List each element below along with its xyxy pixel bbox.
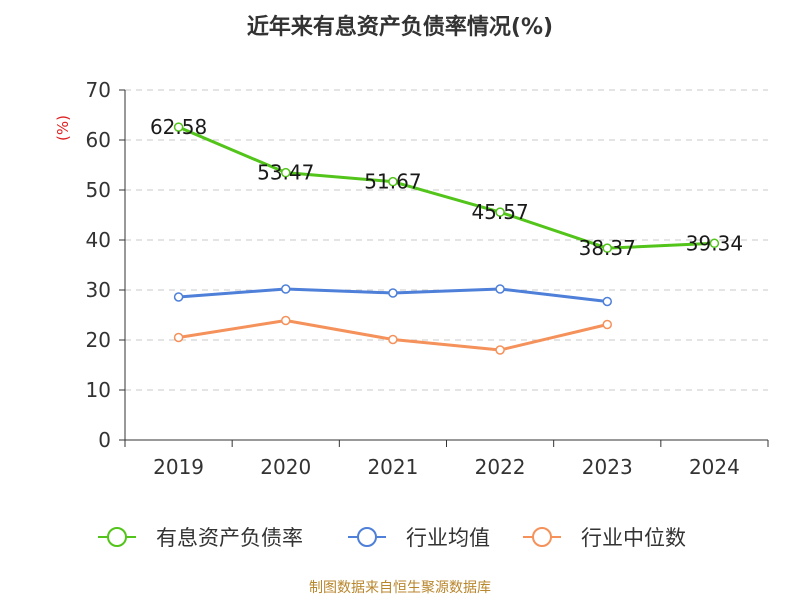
y-tick-label: 20 bbox=[86, 328, 111, 352]
y-tick-label: 30 bbox=[86, 278, 111, 302]
y-tick-label: 0 bbox=[98, 428, 111, 452]
series-line bbox=[177, 125, 715, 250]
legend-item[interactable]: 有息资产负债率 bbox=[98, 526, 303, 550]
y-tick-label: 50 bbox=[86, 178, 111, 202]
source-note: 制图数据来自恒生聚源数据库 bbox=[309, 580, 491, 596]
x-tick-label: 2024 bbox=[689, 455, 740, 479]
data-point[interactable] bbox=[495, 284, 505, 294]
legend-marker-icon bbox=[107, 527, 127, 547]
data-point[interactable] bbox=[281, 167, 291, 178]
x-tick-label: 2021 bbox=[367, 455, 418, 479]
series-lines bbox=[173, 122, 720, 355]
x-tick-label: 2022 bbox=[475, 455, 526, 479]
y-tick-label: 60 bbox=[86, 128, 111, 152]
data-point[interactable] bbox=[709, 238, 720, 249]
data-point[interactable] bbox=[173, 292, 184, 302]
y-tick-label: 70 bbox=[86, 78, 111, 102]
data-label: 45.57 bbox=[471, 200, 528, 224]
data-point[interactable] bbox=[495, 207, 505, 217]
legend-marker-icon bbox=[532, 527, 552, 547]
data-point[interactable] bbox=[281, 284, 291, 294]
chart-title: 近年来有息资产负债率情况(%) bbox=[247, 14, 553, 40]
data-point[interactable] bbox=[495, 345, 505, 355]
x-tick-label: 2019 bbox=[153, 455, 204, 479]
y-tick-label: 10 bbox=[86, 378, 111, 402]
data-point[interactable] bbox=[388, 288, 398, 298]
data-label: 38.37 bbox=[579, 236, 636, 260]
data-label: 51.67 bbox=[364, 170, 421, 194]
legend-label: 有息资产负债率 bbox=[156, 526, 303, 550]
x-tick-label: 2020 bbox=[260, 455, 311, 479]
data-point[interactable] bbox=[173, 122, 184, 132]
data-label: 39.34 bbox=[686, 231, 743, 255]
data-point[interactable] bbox=[388, 176, 398, 187]
data-label: 62.58 bbox=[150, 115, 207, 139]
data-label: 53.47 bbox=[257, 161, 314, 185]
legend-item[interactable]: 行业中位数 bbox=[523, 526, 686, 550]
legend[interactable]: 有息资产负债率 行业均值 行业中位数 bbox=[98, 526, 686, 550]
axes: 0 10 20 30 40 50 60 70 2019 2020 2021 2022 2023 2024 bbox=[86, 78, 769, 479]
x-tick-label: 2023 bbox=[582, 455, 633, 479]
legend-item[interactable]: 行业均值 bbox=[348, 526, 490, 550]
y-axis-unit-label: (%) bbox=[54, 115, 72, 141]
legend-marker-icon bbox=[357, 527, 377, 547]
data-labels: 62.58 53.47 51.67 45.57 38.37 39.34 bbox=[150, 115, 743, 260]
data-point[interactable] bbox=[602, 296, 612, 307]
legend-label: 行业均值 bbox=[406, 526, 490, 550]
data-point[interactable] bbox=[281, 315, 291, 326]
data-point[interactable] bbox=[173, 332, 184, 343]
data-point[interactable] bbox=[602, 319, 612, 330]
data-point[interactable] bbox=[602, 243, 612, 253]
y-tick-label: 40 bbox=[86, 228, 111, 252]
legend-label: 行业中位数 bbox=[581, 526, 686, 550]
data-point[interactable] bbox=[388, 334, 398, 345]
